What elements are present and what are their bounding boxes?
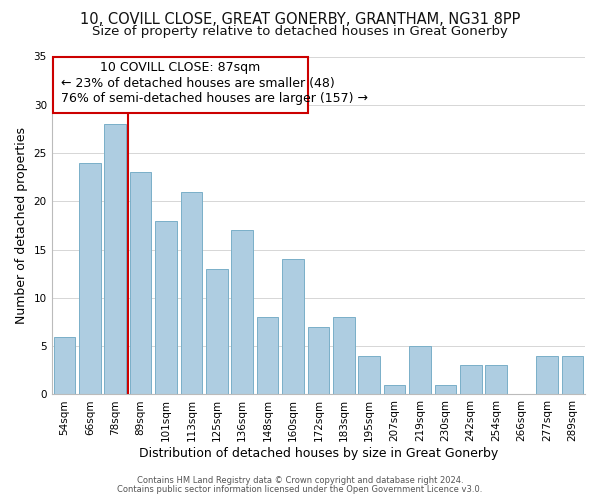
Bar — [409, 346, 431, 395]
Bar — [434, 385, 456, 394]
Text: Contains public sector information licensed under the Open Government Licence v3: Contains public sector information licen… — [118, 485, 482, 494]
Text: 10, COVILL CLOSE, GREAT GONERBY, GRANTHAM, NG31 8PP: 10, COVILL CLOSE, GREAT GONERBY, GRANTHA… — [80, 12, 520, 28]
Bar — [155, 220, 177, 394]
Text: ← 23% of detached houses are smaller (48): ← 23% of detached houses are smaller (48… — [61, 77, 334, 90]
Bar — [358, 356, 380, 395]
Bar — [384, 385, 406, 394]
Bar — [562, 356, 583, 395]
Bar — [232, 230, 253, 394]
Bar — [536, 356, 557, 395]
X-axis label: Distribution of detached houses by size in Great Gonerby: Distribution of detached houses by size … — [139, 447, 498, 460]
Text: 10 COVILL CLOSE: 87sqm: 10 COVILL CLOSE: 87sqm — [100, 62, 260, 74]
Text: Size of property relative to detached houses in Great Gonerby: Size of property relative to detached ho… — [92, 25, 508, 38]
Bar — [104, 124, 126, 394]
Bar — [333, 317, 355, 394]
Y-axis label: Number of detached properties: Number of detached properties — [15, 127, 28, 324]
Bar — [181, 192, 202, 394]
Bar — [206, 269, 227, 394]
FancyBboxPatch shape — [53, 56, 308, 112]
Bar — [308, 327, 329, 394]
Bar — [257, 317, 278, 394]
Bar — [79, 162, 101, 394]
Bar — [53, 336, 75, 394]
Bar — [282, 260, 304, 394]
Bar — [460, 366, 482, 394]
Text: Contains HM Land Registry data © Crown copyright and database right 2024.: Contains HM Land Registry data © Crown c… — [137, 476, 463, 485]
Bar — [130, 172, 151, 394]
Bar — [485, 366, 507, 394]
Text: 76% of semi-detached houses are larger (157) →: 76% of semi-detached houses are larger (… — [61, 92, 368, 105]
